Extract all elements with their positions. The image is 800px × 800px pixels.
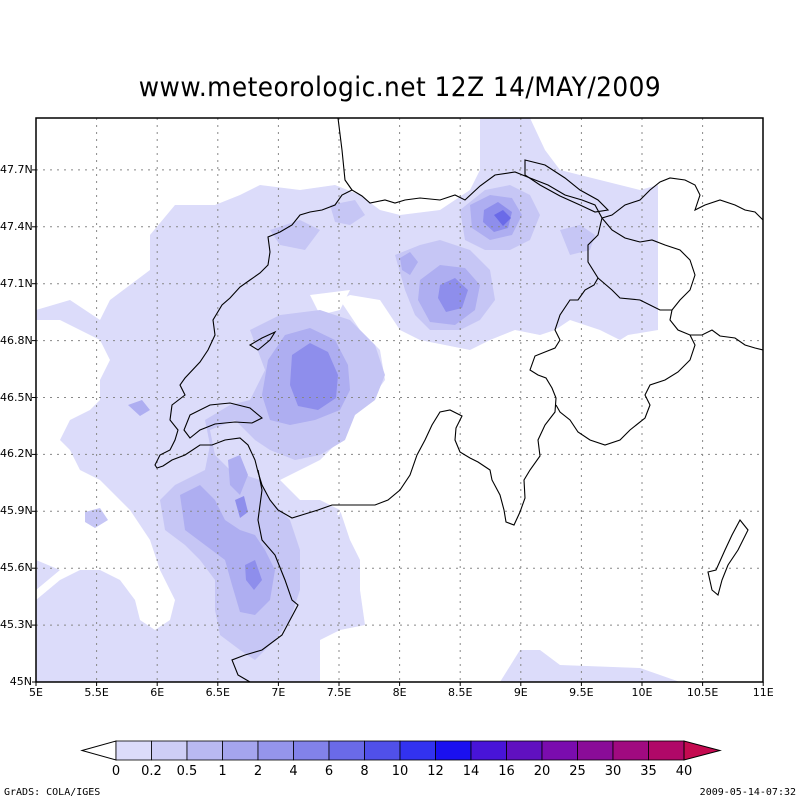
lat-label: 45.3N (0, 618, 33, 632)
lat-label: 47.7N (0, 162, 33, 176)
lat-label: 45.9N (0, 504, 33, 518)
lat-label: 46.8N (0, 333, 33, 347)
lat-label: 47.4N (0, 219, 33, 233)
lon-label: 10.5E (686, 686, 719, 699)
swiss-border (154, 171, 603, 526)
colorbar-label: 8 (360, 764, 369, 779)
colorbar-swatch (470, 740, 507, 761)
credit-text: GrADS: COLA/IGES (4, 787, 101, 798)
colorbar-label: 30 (604, 764, 622, 779)
colorbar-swatch (257, 740, 294, 761)
colorbar-swatch (364, 740, 401, 761)
colorbar-label: 4 (289, 764, 298, 779)
lon-label: 8E (392, 686, 407, 699)
colorbar-label: 0.5 (176, 764, 198, 779)
colorbar-label: 2 (253, 764, 263, 779)
map-grid (36, 118, 763, 682)
timestamp-text: 2009-05-14-07:32 (699, 787, 796, 798)
lon-label: 6.5E (205, 686, 231, 699)
colorbar-label: 20 (533, 764, 551, 779)
colorbar-swatch (186, 740, 223, 761)
colorbar-swatch (612, 740, 649, 761)
colorbar-swatch (648, 740, 685, 761)
lon-label: 5.5E (84, 686, 109, 699)
lake-geneva (183, 402, 263, 439)
lon-label: 8.5E (447, 686, 473, 699)
colorbar-label: 0.2 (141, 764, 162, 779)
lon-label: 7.5E (326, 686, 352, 699)
colorbar-label: 1 (218, 764, 227, 779)
colorbar-swatch (577, 740, 614, 761)
precip-level-4 (494, 210, 511, 226)
lon-label: 7E (271, 686, 286, 699)
map-title: www.meteorologic.net 12Z 14/MAY/2009 (138, 72, 662, 103)
italy-border-east (555, 277, 696, 446)
colorbar-swatch (115, 740, 152, 761)
colorbar-label: 40 (675, 764, 693, 779)
colorbar-label: 6 (324, 764, 334, 779)
colorbar-label: 25 (569, 764, 586, 779)
colorbar-swatch (506, 740, 543, 761)
axis-ticks (32, 169, 764, 686)
lon-label: 9.5E (569, 686, 594, 699)
colorbar-label: 12 (427, 764, 444, 779)
lake-constance (524, 159, 610, 213)
hatch-patch (321, 459, 387, 527)
france-italy-border (231, 469, 299, 683)
colorbar-min-arrow (80, 740, 117, 761)
colorbar-label: 14 (462, 764, 480, 779)
colorbar-label: 35 (640, 764, 657, 779)
colorbar (80, 740, 722, 761)
colorbar-max-arrow (683, 740, 722, 761)
lat-label: 46.2N (0, 447, 33, 461)
lat-label: 47.1N (0, 276, 33, 290)
lat-label: 46.5N (0, 390, 33, 404)
colorbar-label: 16 (498, 764, 515, 779)
precip-fields (36, 118, 680, 682)
lon-label: 6E (150, 686, 165, 699)
lat-label: 45.6N (0, 561, 33, 575)
colorbar-swatch (151, 740, 188, 761)
lon-label: 11E (752, 686, 774, 699)
colorbar-swatch (435, 740, 472, 761)
lon-label: 9E (513, 686, 528, 699)
lat-label: 45N (9, 675, 32, 688)
country-borders (154, 117, 764, 683)
lake-neuchatel (248, 330, 277, 351)
lon-label: 5E (29, 686, 43, 699)
lon-label: 10E (631, 686, 653, 699)
colorbar-swatch (399, 740, 436, 761)
colorbar-swatch (328, 740, 365, 761)
colorbar-label: 0 (111, 764, 121, 779)
colorbar-swatch (541, 740, 578, 761)
colorbar-swatch (293, 740, 330, 761)
colorbar-label: 10 (391, 764, 409, 779)
lake-garda (707, 519, 749, 596)
precip-level-3 (235, 202, 512, 590)
austria-border (601, 177, 764, 351)
colorbar-swatch (222, 740, 259, 761)
germany-border (337, 117, 353, 191)
